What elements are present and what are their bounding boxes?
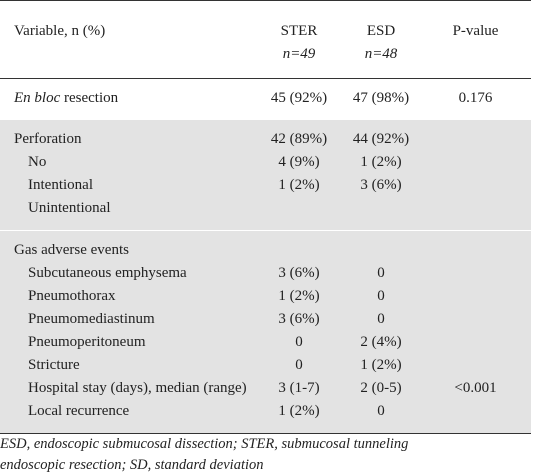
subcutaneous-emphysema-ster: 3 (6%) [256, 262, 342, 285]
hospital-stay-esd: 2 (0-5) [342, 377, 420, 400]
gas-p [420, 230, 531, 262]
gas-ster [256, 230, 342, 262]
table-footnote: ESD, endoscopic submucosal dissection; S… [0, 434, 533, 476]
table-row-perforation-no: No 4 (9%) 1 (2%) [0, 151, 531, 174]
local-recurrence-ster: 1 (2%) [256, 400, 342, 434]
perforation-p [420, 120, 531, 151]
table-row-local-recurrence: Local recurrence 1 (2%) 0 [0, 400, 531, 434]
perforation-unintentional-p [420, 197, 531, 231]
results-table: Variable, n (%) STER ESD P-value n=49 n=… [0, 0, 531, 434]
table-row-stricture: Stricture 0 1 (2%) [0, 354, 531, 377]
header-variable: Variable, n (%) [14, 23, 106, 39]
perforation-intentional-ster: 1 (2%) [256, 174, 342, 197]
header-n-row: n=49 n=48 [0, 43, 531, 79]
perforation-unintentional-ster [256, 197, 342, 231]
local-recurrence-p [420, 400, 531, 434]
perforation-unintentional-esd [342, 197, 420, 231]
header-ster-n: n=49 [282, 46, 316, 62]
header-p-blank [420, 43, 531, 79]
subcutaneous-emphysema-p [420, 262, 531, 285]
footnote-line-2: endoscopic resection; SD, standard devia… [0, 457, 264, 473]
pneumothorax-ster: 1 (2%) [256, 285, 342, 308]
pneumoperitoneum-esd: 2 (4%) [342, 331, 420, 354]
en-bloc-label: En bloc resection [0, 78, 256, 120]
subcutaneous-emphysema-label: Subcutaneous emphysema [0, 262, 256, 285]
gas-esd [342, 230, 420, 262]
perforation-intentional-esd: 3 (6%) [342, 174, 420, 197]
table-row-hospital-stay: Hospital stay (days), median (range) 3 (… [0, 377, 531, 400]
perforation-esd: 44 (92%) [342, 120, 420, 151]
hospital-stay-p: <0.001 [420, 377, 531, 400]
header-esd: ESD [366, 23, 396, 39]
en-bloc-ster: 45 (92%) [256, 78, 342, 120]
perforation-no-ster: 4 (9%) [256, 151, 342, 174]
hospital-stay-ster: 3 (1-7) [256, 377, 342, 400]
perforation-no-label: No [0, 151, 256, 174]
en-bloc-label-italic: En bloc [14, 90, 61, 106]
perforation-unintentional-label: Unintentional [0, 197, 256, 231]
en-bloc-label-rest: resection [60, 90, 119, 106]
table-row-gas-adverse-events: Gas adverse events [0, 230, 531, 262]
local-recurrence-esd: 0 [342, 400, 420, 434]
footnote-line-1: ESD, endoscopic submucosal dissection; S… [0, 436, 409, 452]
header-row: Variable, n (%) STER ESD P-value [0, 1, 531, 44]
table-row-perforation-intentional: Intentional 1 (2%) 3 (6%) [0, 174, 531, 197]
stricture-esd: 1 (2%) [342, 354, 420, 377]
pneumomediastinum-p [420, 308, 531, 331]
subcutaneous-emphysema-esd: 0 [342, 262, 420, 285]
en-bloc-esd: 47 (98%) [342, 78, 420, 120]
table-row-perforation-unintentional: Unintentional [0, 197, 531, 231]
pneumothorax-esd: 0 [342, 285, 420, 308]
perforation-ster: 42 (89%) [256, 120, 342, 151]
pneumoperitoneum-ster: 0 [256, 331, 342, 354]
perforation-label: Perforation [0, 120, 256, 151]
gas-label: Gas adverse events [0, 230, 256, 262]
stricture-ster: 0 [256, 354, 342, 377]
header-ster: STER [280, 23, 318, 39]
pneumoperitoneum-p [420, 331, 531, 354]
table-row-en-bloc: En bloc resection 45 (92%) 47 (98%) 0.17… [0, 78, 531, 120]
header-pvalue: P-value [452, 23, 499, 39]
table-row-pneumomediastinum: Pneumomediastinum 3 (6%) 0 [0, 308, 531, 331]
table-row-perforation: Perforation 42 (89%) 44 (92%) [0, 120, 531, 151]
table-row-pneumothorax: Pneumothorax 1 (2%) 0 [0, 285, 531, 308]
pneumomediastinum-esd: 0 [342, 308, 420, 331]
pneumothorax-p [420, 285, 531, 308]
table-row-pneumoperitoneum: Pneumoperitoneum 0 2 (4%) [0, 331, 531, 354]
en-bloc-p: 0.176 [420, 78, 531, 120]
perforation-intentional-label: Intentional [0, 174, 256, 197]
pneumoperitoneum-label: Pneumoperitoneum [0, 331, 256, 354]
table-row-subcutaneous-emphysema: Subcutaneous emphysema 3 (6%) 0 [0, 262, 531, 285]
local-recurrence-label: Local recurrence [0, 400, 256, 434]
stricture-label: Stricture [0, 354, 256, 377]
pneumomediastinum-label: Pneumomediastinum [0, 308, 256, 331]
header-esd-n: n=48 [364, 46, 398, 62]
results-table-container: Variable, n (%) STER ESD P-value n=49 n=… [0, 0, 531, 434]
stricture-p [420, 354, 531, 377]
pneumomediastinum-ster: 3 (6%) [256, 308, 342, 331]
perforation-intentional-p [420, 174, 531, 197]
header-n-blank [0, 43, 256, 79]
perforation-no-esd: 1 (2%) [342, 151, 420, 174]
pneumothorax-label: Pneumothorax [0, 285, 256, 308]
hospital-stay-label: Hospital stay (days), median (range) [0, 377, 256, 400]
perforation-no-p [420, 151, 531, 174]
